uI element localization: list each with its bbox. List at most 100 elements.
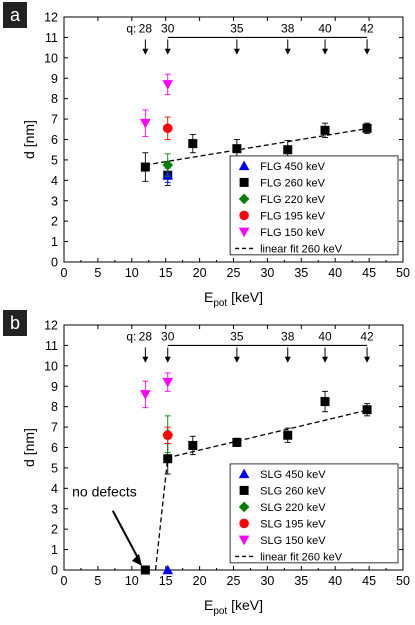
data-point xyxy=(320,125,330,135)
data-point xyxy=(232,437,242,447)
x-tick-label: 20 xyxy=(193,574,207,588)
q-label: q: xyxy=(126,329,136,343)
x-tick-label: 50 xyxy=(396,266,410,280)
legend-label: SLG 195 keV xyxy=(260,518,326,530)
data-point xyxy=(188,440,198,450)
x-tick-label: 50 xyxy=(396,574,410,588)
y-tick-label: 5 xyxy=(51,461,58,475)
x-tick-label: 45 xyxy=(362,266,376,280)
y-tick-label: 0 xyxy=(51,256,58,270)
q-value-label: 40 xyxy=(318,329,332,343)
annotation-arrow xyxy=(111,510,140,561)
q-value-label: 35 xyxy=(230,329,244,343)
y-tick-label: 4 xyxy=(51,482,58,496)
x-tick-label: 45 xyxy=(362,574,376,588)
y-tick-label: 7 xyxy=(51,113,58,127)
x-tick-label: 35 xyxy=(294,266,308,280)
x-tick-label: 25 xyxy=(227,574,241,588)
q-value-label: 38 xyxy=(281,329,295,343)
legend-marker xyxy=(238,227,250,238)
legend-label: FLG 150 keV xyxy=(260,227,325,239)
data-point xyxy=(140,390,151,400)
x-axis-label: Epot [keV] xyxy=(204,289,263,309)
data-point xyxy=(283,145,293,155)
y-tick-label: 1 xyxy=(51,235,58,249)
annotation-text: no defects xyxy=(72,484,137,500)
q-value-label: 38 xyxy=(281,21,295,35)
legend-marker xyxy=(239,485,249,495)
y-tick-label: 4 xyxy=(51,174,58,188)
q-arrow-head xyxy=(233,48,240,55)
panel-label-box xyxy=(3,2,27,28)
y-tick-label: 0 xyxy=(51,564,58,578)
y-tick-label: 11 xyxy=(45,339,58,353)
q-arrow-head xyxy=(164,48,171,55)
y-tick-label: 9 xyxy=(51,72,58,86)
legend-marker xyxy=(239,518,249,529)
data-point xyxy=(162,80,174,90)
y-tick-label: 2 xyxy=(51,215,58,229)
legend-label: FLG 260 keV xyxy=(260,177,325,189)
q-value-label: 30 xyxy=(161,329,175,343)
q-label: q: xyxy=(126,21,136,35)
legend-marker xyxy=(238,535,250,546)
legend-marker xyxy=(238,501,250,513)
q-value-label: 42 xyxy=(360,21,374,35)
legend-marker xyxy=(238,193,250,205)
q-value-label: 40 xyxy=(318,21,332,35)
data-point xyxy=(362,123,372,133)
q-arrow-head xyxy=(364,356,371,363)
legend-label: linear fit 260 keV xyxy=(260,551,343,563)
x-tick-label: 40 xyxy=(328,574,342,588)
x-tick-label: 0 xyxy=(61,266,68,280)
x-tick-label: 20 xyxy=(193,266,207,280)
x-tick-label: 30 xyxy=(260,266,274,280)
data-point xyxy=(163,454,173,464)
y-tick-label: 12 xyxy=(44,11,58,25)
q-arrow-head xyxy=(284,48,291,55)
panel-label: b xyxy=(10,313,20,333)
y-tick-label: 10 xyxy=(44,359,58,373)
data-point xyxy=(362,405,372,415)
q-arrow-head xyxy=(322,48,329,55)
legend-label: SLG 150 keV xyxy=(260,535,326,547)
q-arrow-head xyxy=(284,356,291,363)
x-tick-label: 25 xyxy=(227,266,241,280)
data-point xyxy=(188,139,198,149)
x-tick-label: 35 xyxy=(294,574,308,588)
legend-label: linear fit 260 keV xyxy=(260,243,343,255)
y-tick-label: 8 xyxy=(51,400,58,414)
data-point xyxy=(162,430,173,441)
y-tick-label: 5 xyxy=(51,153,58,167)
x-axis-label: Epot [keV] xyxy=(204,597,263,617)
y-tick-label: 8 xyxy=(51,92,58,106)
x-tick-label: 10 xyxy=(125,266,139,280)
y-tick-label: 12 xyxy=(44,319,58,333)
y-axis-label: d [nm] xyxy=(21,120,37,159)
data-point xyxy=(140,118,151,129)
y-tick-label: 6 xyxy=(51,441,58,455)
legend-label: FLG 195 keV xyxy=(260,210,325,222)
data-point xyxy=(232,144,242,154)
x-tick-label: 15 xyxy=(159,574,173,588)
y-tick-label: 10 xyxy=(44,51,58,65)
legend-label: SLG 220 keV xyxy=(260,502,326,514)
y-tick-label: 3 xyxy=(51,502,58,516)
data-point xyxy=(320,397,330,407)
q-arrow-head xyxy=(233,356,240,363)
x-tick-label: 30 xyxy=(260,574,274,588)
legend: SLG 450 keV SLG 260 keV SLG 220 keV SLG 195… xyxy=(229,463,399,563)
data-point xyxy=(162,564,174,575)
panel-label-box xyxy=(3,310,27,336)
q-arrow-head xyxy=(142,356,149,363)
q-value-label: 28 xyxy=(139,21,153,35)
y-tick-label: 11 xyxy=(45,31,58,45)
q-arrow-head xyxy=(322,356,329,363)
legend-label: FLG 450 keV xyxy=(260,161,325,173)
chart-panel-b: b0 5 10 15 20 25 30 35 40 45 500123456789101112Epo… xyxy=(3,310,410,617)
y-tick-label: 9 xyxy=(51,380,58,394)
y-tick-label: 3 xyxy=(51,194,58,208)
legend: FLG 450 keV FLG 260 keV FLG 220 keV FLG 195… xyxy=(229,155,399,255)
x-tick-label: 5 xyxy=(94,266,101,280)
q-value-label: 42 xyxy=(360,329,374,343)
